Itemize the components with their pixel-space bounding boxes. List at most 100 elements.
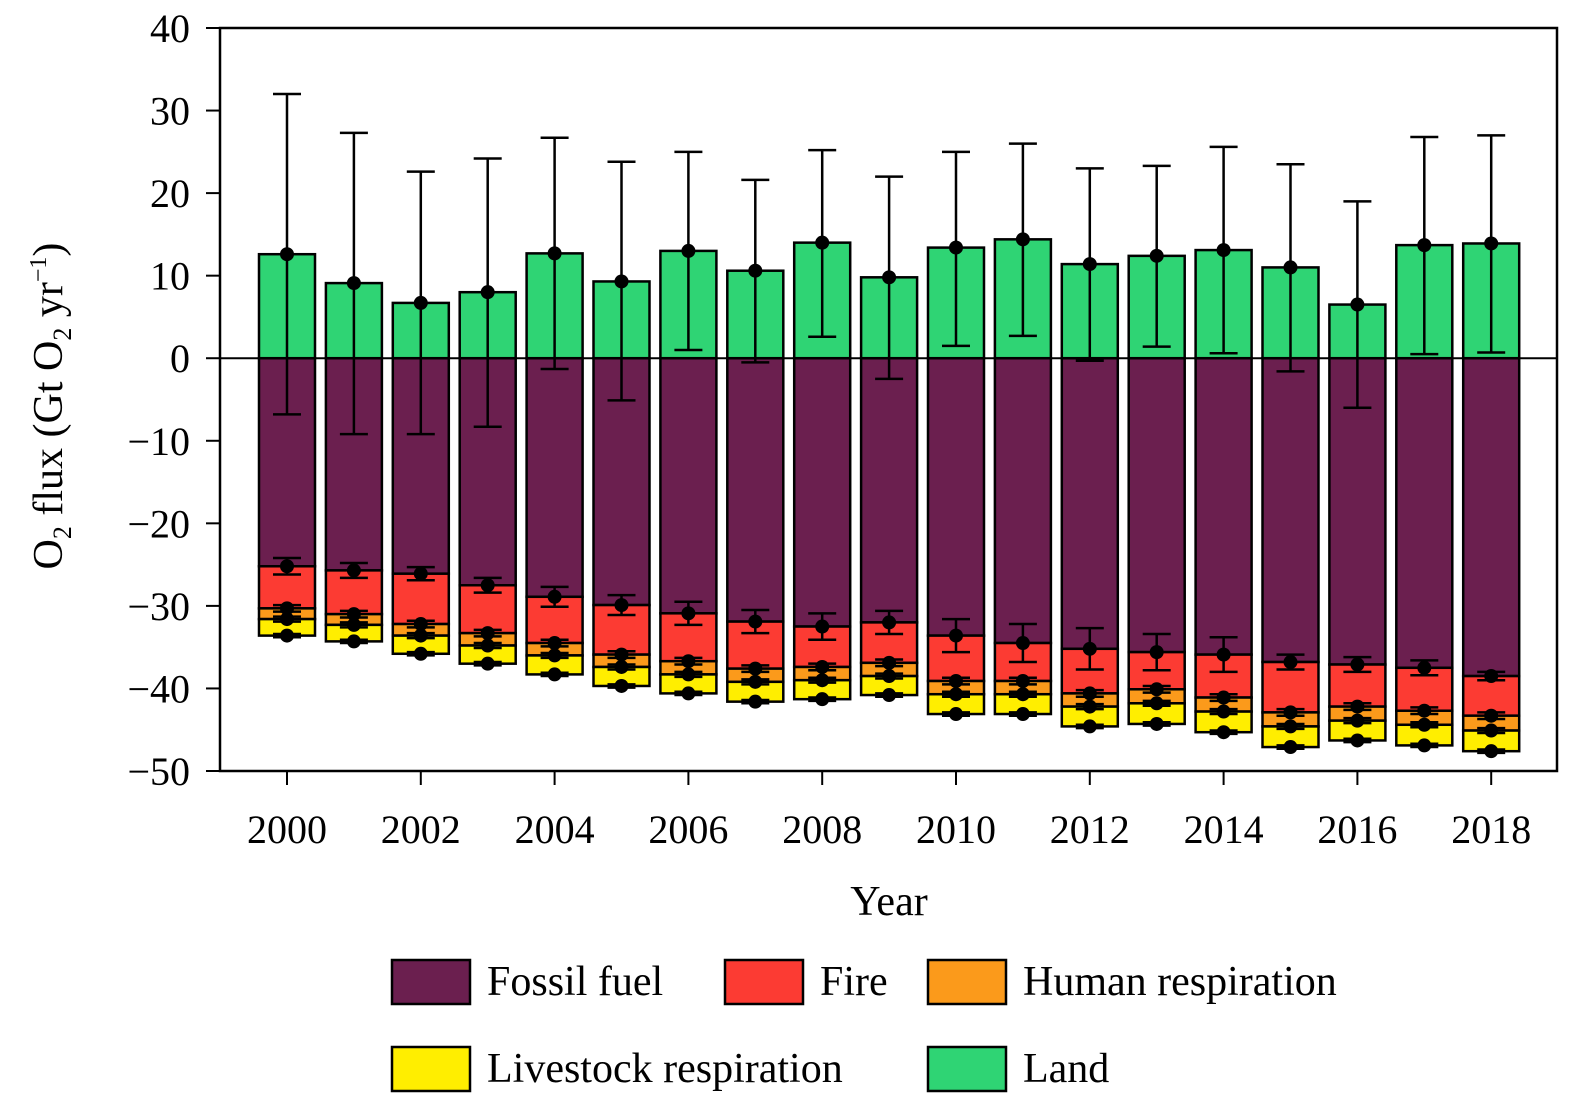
error-point [413, 628, 428, 643]
error-point [748, 661, 763, 676]
error-point [413, 566, 428, 581]
error-point [949, 687, 963, 702]
bar-fossil-fuel [1261, 356, 1320, 664]
error-point [1484, 708, 1499, 723]
legend: Fossil fuel Fire Human respiration Livestoc… [390, 958, 1337, 1093]
error-point [681, 654, 696, 669]
error-point [1149, 645, 1164, 660]
error-point [1149, 682, 1164, 697]
error-point [681, 606, 696, 621]
error-point [681, 243, 696, 258]
bar-fire [1060, 647, 1120, 695]
legend-swatch-land [926, 1045, 1008, 1093]
y-tick-label: −20 [127, 501, 190, 546]
error-point [748, 614, 763, 629]
error-point [614, 598, 629, 613]
y-tick-label: 30 [150, 89, 190, 134]
legend-label-fossil-fuel: Fossil fuel [487, 959, 663, 1005]
error-point [547, 589, 562, 604]
error-bar-layer [273, 92, 1506, 759]
error-point [1082, 257, 1097, 272]
error-point [480, 626, 495, 641]
error-point [547, 636, 562, 651]
bar-fossil-fuel [726, 356, 785, 623]
bar-fossil-fuel [926, 356, 986, 637]
error-point [280, 247, 294, 262]
error-point [681, 686, 696, 701]
bar-fossil-fuel [859, 356, 919, 624]
error-point [882, 655, 897, 670]
plot-frame [218, 26, 1559, 773]
error-point [280, 612, 294, 627]
error-point [614, 659, 629, 674]
error-point [1484, 236, 1499, 251]
error-point [413, 295, 428, 310]
y-tick-label: −10 [127, 419, 190, 464]
error-point [1149, 696, 1164, 711]
error-point [547, 667, 562, 682]
error-point [1283, 705, 1298, 720]
error-point [547, 648, 562, 663]
x-tick-label: 2010 [916, 807, 996, 852]
error-point [346, 276, 361, 291]
bar-fossil-fuel [792, 356, 852, 628]
error-point [949, 674, 963, 689]
error-point [614, 678, 629, 693]
error-point [1283, 260, 1298, 275]
y-axis-title: O2 flux (Gt O2 yr−1) [26, 243, 77, 570]
error-point [882, 688, 897, 703]
error-point [346, 634, 361, 649]
error-point [346, 563, 361, 578]
error-point [882, 669, 897, 684]
bar-fossil-fuel [1461, 356, 1521, 678]
error-point [1015, 232, 1030, 247]
x-tick-label: 2000 [247, 807, 327, 852]
bar-fossil-fuel [659, 356, 718, 615]
error-point [748, 694, 763, 709]
x-tick-label: 2002 [381, 807, 461, 852]
legend-label-livestock-respiration: Livestock respiration [487, 1046, 843, 1092]
bar-fossil-fuel [993, 356, 1053, 645]
bar-fossil-fuel [1194, 356, 1253, 656]
error-point [748, 674, 763, 689]
error-point [1149, 248, 1164, 263]
y-axis: 40 30 20 10 0 −10 −20 −30 −40 −50 [127, 6, 220, 794]
error-point [1283, 719, 1298, 734]
error-point [614, 274, 629, 289]
error-point [1417, 738, 1432, 753]
legend-swatch-human-respiration [926, 958, 1008, 1006]
legend-label-human-respiration: Human respiration [1023, 959, 1337, 1005]
x-axis-title: Year [850, 879, 927, 925]
error-point [1015, 707, 1030, 722]
error-point [480, 285, 495, 300]
error-point [1484, 723, 1499, 738]
error-point [1015, 687, 1030, 702]
error-point [1484, 744, 1499, 759]
error-point [1216, 243, 1231, 258]
error-point [1015, 674, 1030, 689]
error-point [949, 707, 963, 722]
y-tick-label: −40 [127, 666, 190, 711]
error-point [815, 619, 830, 634]
error-point [547, 246, 562, 261]
error-point [681, 667, 696, 682]
error-point [815, 659, 830, 674]
error-point [748, 263, 763, 278]
error-point [1082, 686, 1097, 701]
error-point [1015, 636, 1030, 651]
x-tick-label: 2006 [648, 807, 728, 852]
error-point [1417, 660, 1432, 675]
error-point [1216, 725, 1231, 740]
error-point [280, 559, 294, 574]
error-point [1216, 690, 1231, 705]
error-point [1350, 713, 1365, 728]
error-point [1350, 657, 1365, 672]
error-point [1216, 647, 1231, 662]
error-point [815, 235, 830, 250]
error-point [1283, 655, 1298, 670]
error-point [1417, 238, 1432, 253]
error-point [1484, 669, 1499, 684]
legend-swatch-fire [723, 958, 805, 1006]
bar-fossil-fuel [1060, 356, 1120, 651]
